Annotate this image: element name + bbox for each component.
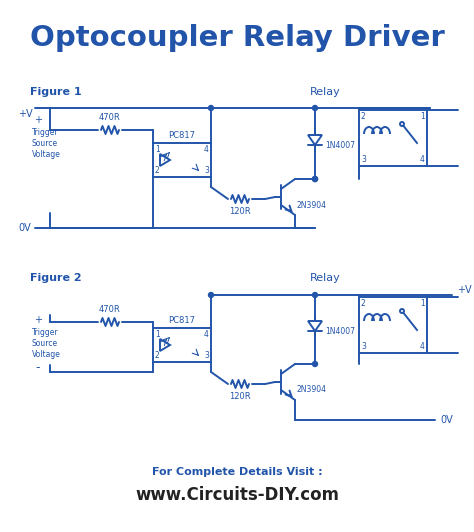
Polygon shape (160, 339, 170, 351)
Text: 470R: 470R (99, 305, 121, 314)
Text: 4: 4 (420, 155, 425, 164)
Text: Figure 2: Figure 2 (30, 273, 82, 283)
Text: 4: 4 (420, 342, 425, 351)
Text: 0V: 0V (18, 223, 31, 233)
Text: Figure 1: Figure 1 (30, 87, 82, 97)
Text: Relay: Relay (310, 273, 341, 283)
Polygon shape (308, 321, 322, 331)
Text: 4: 4 (204, 330, 209, 339)
Circle shape (312, 362, 318, 367)
Bar (359, 110, 427, 166)
Text: 1: 1 (155, 330, 160, 339)
Text: 1N4007: 1N4007 (325, 140, 355, 149)
Text: For Complete Details Visit :: For Complete Details Visit : (152, 467, 322, 477)
Text: -: - (36, 362, 40, 375)
Text: 2: 2 (155, 166, 160, 175)
Text: 470R: 470R (99, 113, 121, 122)
Text: Relay: Relay (310, 87, 341, 97)
Text: 120R: 120R (229, 392, 251, 401)
Text: +V: +V (18, 109, 33, 119)
Text: 2: 2 (155, 351, 160, 360)
Text: 1: 1 (155, 145, 160, 154)
Text: 2: 2 (361, 112, 366, 121)
Polygon shape (308, 135, 322, 145)
Text: 3: 3 (204, 166, 209, 175)
Text: 3: 3 (361, 342, 366, 351)
Text: 1N4007: 1N4007 (325, 327, 355, 336)
Circle shape (400, 309, 404, 313)
Text: +: + (34, 315, 42, 325)
Circle shape (400, 122, 404, 126)
Circle shape (312, 105, 318, 111)
Text: +: + (34, 115, 42, 125)
Text: Optocoupler Relay Driver: Optocoupler Relay Driver (29, 24, 444, 52)
Bar (153, 143, 211, 177)
Text: 3: 3 (361, 155, 366, 164)
Text: 4: 4 (204, 145, 209, 154)
Text: 120R: 120R (229, 207, 251, 216)
Text: www.Circuits-DIY.com: www.Circuits-DIY.com (135, 486, 339, 504)
Text: 2N3904: 2N3904 (297, 201, 327, 210)
Text: PC817: PC817 (168, 316, 195, 325)
Circle shape (312, 177, 318, 181)
Text: 2: 2 (361, 299, 366, 308)
Bar (359, 297, 427, 353)
Circle shape (312, 293, 318, 297)
Circle shape (209, 293, 213, 297)
Text: 1: 1 (420, 299, 425, 308)
Text: Trigger
Source
Voltage: Trigger Source Voltage (32, 328, 61, 359)
Text: PC817: PC817 (168, 131, 195, 140)
Text: 3: 3 (204, 351, 209, 360)
Text: +V: +V (457, 285, 472, 295)
Text: 0V: 0V (440, 415, 453, 425)
Circle shape (312, 177, 318, 181)
Text: 1: 1 (420, 112, 425, 121)
Text: 2N3904: 2N3904 (297, 386, 327, 395)
Circle shape (209, 105, 213, 111)
Bar (153, 328, 211, 362)
Text: Trigger
Source
Voltage: Trigger Source Voltage (32, 128, 61, 159)
Polygon shape (160, 154, 170, 166)
